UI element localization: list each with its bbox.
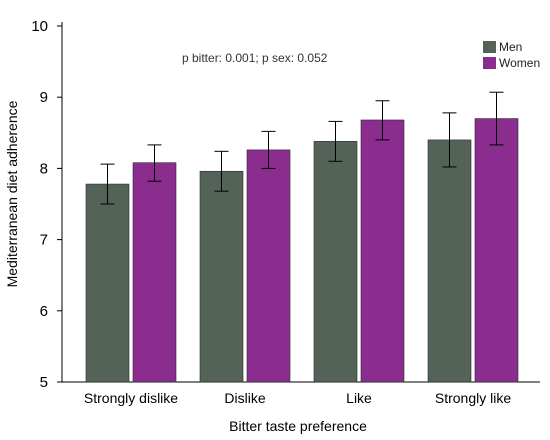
bar-women-3 [474, 118, 519, 383]
legend: Men Women [483, 40, 540, 70]
y-tick-label: 6 [40, 303, 48, 320]
legend-label-men: Men [499, 40, 522, 54]
bar-men-1 [199, 170, 244, 383]
y-tick-label: 9 [40, 89, 48, 106]
bars [85, 118, 519, 383]
bar-women-1 [246, 149, 291, 383]
y-ticks: 5 6 7 8 9 10 [31, 18, 62, 391]
legend-swatch-men [483, 41, 496, 53]
bar-women-0 [132, 162, 177, 383]
y-tick-label: 5 [40, 374, 48, 391]
annotation: p bitter: 0.001; p sex: 0.052 [182, 51, 328, 65]
y-axis-title: Mediterranean diet adherence [4, 100, 20, 287]
bar-women-2 [360, 119, 405, 383]
x-category-label: Dislike [224, 390, 265, 406]
bar-men-0 [85, 183, 130, 383]
x-category-label: Strongly like [435, 390, 511, 406]
x-axis-title: Bitter taste preference [229, 418, 367, 434]
y-tick-label: 7 [40, 232, 48, 249]
legend-label-women: Women [499, 56, 540, 70]
y-tick-label: 8 [40, 160, 48, 177]
y-tick-label: 10 [31, 18, 48, 35]
bar-men-3 [427, 139, 472, 383]
x-category-label: Like [346, 390, 372, 406]
bar-men-2 [313, 141, 358, 383]
x-category-label: Strongly dislike [84, 390, 178, 406]
legend-swatch-women [483, 57, 496, 69]
x-category-labels: Strongly dislike Dislike Like Strongly like [84, 390, 511, 406]
error-bars [100, 91, 504, 205]
